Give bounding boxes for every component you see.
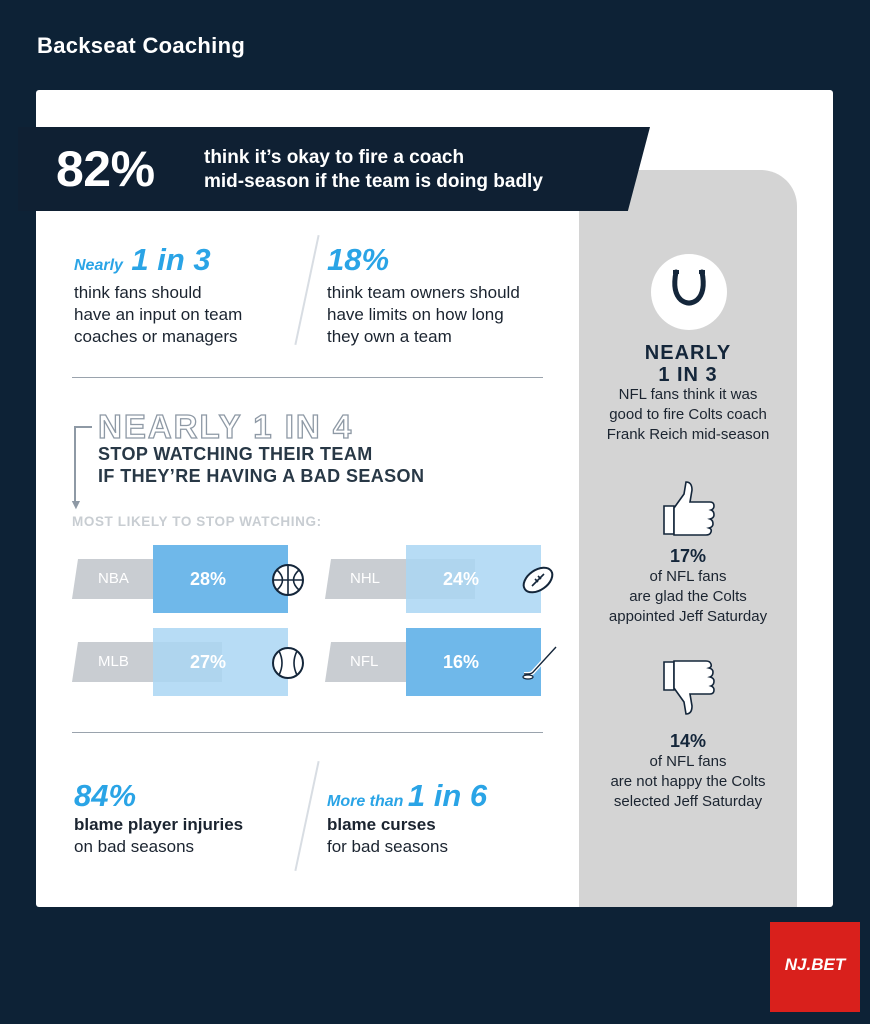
sport-name: NFL [350, 653, 379, 670]
stat-line: coaches or managers [74, 327, 238, 346]
horseshoe-icon [672, 269, 706, 306]
basketball-icon [272, 564, 304, 596]
stop-watching-subhead: STOP WATCHING THEIR TEAM IF THEY’RE HAVI… [98, 443, 424, 487]
sidebar-body: NFL fans think it was good to fire Colts… [579, 385, 797, 445]
stat-line: on bad seasons [74, 837, 195, 856]
sidebar-glad: 17% of NFL fans are glad the Colts appoi… [579, 546, 797, 627]
thumbs-down-icon [663, 660, 715, 715]
sport-name: NBA [98, 570, 129, 587]
sport-value: 24% [443, 569, 480, 589]
arrow-line [74, 427, 76, 502]
stat-fans-input: Nearly 1 in 3 think fans should have an … [74, 242, 242, 348]
thumbs-up-icon [663, 481, 715, 536]
glad-line: are glad the Colts [629, 588, 747, 605]
unhappy-percent: 14% [669, 731, 707, 751]
banner-line-2: mid-season if the team is doing badly [204, 171, 543, 192]
baseball-icon [272, 647, 304, 679]
sidebar-unhappy: 14% of NFL fans are not happy the Colts … [579, 731, 797, 812]
stat-prefix: Nearly [74, 257, 123, 274]
stat-line-bold: blame player injuries [74, 815, 244, 834]
stat-line-bold: blame curses [327, 815, 436, 834]
stat-figure: 1 in 3 [131, 242, 211, 277]
stat-line: have limits on how long [327, 305, 504, 324]
sport-value: 16% [443, 652, 480, 672]
hockey-stick-icon [522, 645, 558, 680]
glad-percent: 17% [669, 546, 707, 566]
arrow-down-icon: ▼ [69, 496, 83, 512]
divider [72, 732, 543, 733]
sidebar-body-line: good to fire Colts coach [609, 406, 767, 423]
sport-name: NHL [350, 570, 381, 587]
horseshoe-icon-circle [651, 254, 727, 330]
sidebar-title-line-1: NEARLY [644, 342, 732, 364]
brand-logo[interactable]: NJ.BET [770, 922, 860, 1012]
sport-value: 27% [190, 652, 227, 672]
unhappy-line: of NFL fans [649, 753, 727, 770]
headline-banner [18, 127, 650, 211]
banner-percent: 82% [56, 141, 155, 197]
stat-line: have an input on team [74, 305, 243, 324]
stop-watching-headline: NEARLY 1 IN 4 [97, 407, 354, 445]
sidebar-body-line: NFL fans think it was [618, 386, 758, 403]
sport-value: 28% [190, 569, 227, 589]
stat-line: for bad seasons [327, 837, 448, 856]
most-likely-label: MOST LIKELY TO STOP WATCHING: [72, 514, 322, 529]
unhappy-line: selected Jeff Saturday [613, 793, 763, 810]
stat-line: they own a team [327, 327, 452, 346]
sport-name: MLB [98, 653, 129, 670]
stat-figure: 1 in 6 [407, 778, 488, 813]
sidebar-body-line: Frank Reich mid-season [606, 426, 770, 443]
stat-injuries: 84% blame player injuries on bad seasons [74, 778, 243, 858]
stat-line: think fans should [74, 283, 202, 302]
sidebar-title-line-2: 1 IN 3 [658, 364, 718, 386]
page-title: Backseat Coaching [37, 33, 246, 58]
unhappy-line: are not happy the Colts [610, 773, 766, 790]
banner-text: think it’s okay to fire a coach mid-seas… [204, 146, 543, 194]
brand-logo-text: NJ.BET [784, 955, 846, 974]
stat-figure: 84% [74, 778, 137, 813]
divider [72, 377, 543, 378]
glad-line: of NFL fans [649, 568, 727, 585]
stat-line: think team owners should [327, 283, 520, 302]
stat-curses: More than 1 in 6 blame curses for bad se… [327, 778, 487, 858]
glad-line: appointed Jeff Saturday [608, 608, 768, 625]
sidebar-title: NEARLY 1 IN 3 [579, 342, 797, 386]
banner-line-1: think it’s okay to fire a coach [204, 147, 465, 168]
subhead-line-1: STOP WATCHING THEIR TEAM [98, 444, 373, 464]
stat-prefix: More than [327, 793, 404, 810]
stat-owners: 18% think team owners should have limits… [327, 242, 520, 348]
arrow-tick [74, 426, 92, 428]
subhead-line-2: IF THEY’RE HAVING A BAD SEASON [98, 466, 425, 486]
stat-figure: 18% [327, 242, 390, 277]
football-icon [522, 566, 554, 594]
